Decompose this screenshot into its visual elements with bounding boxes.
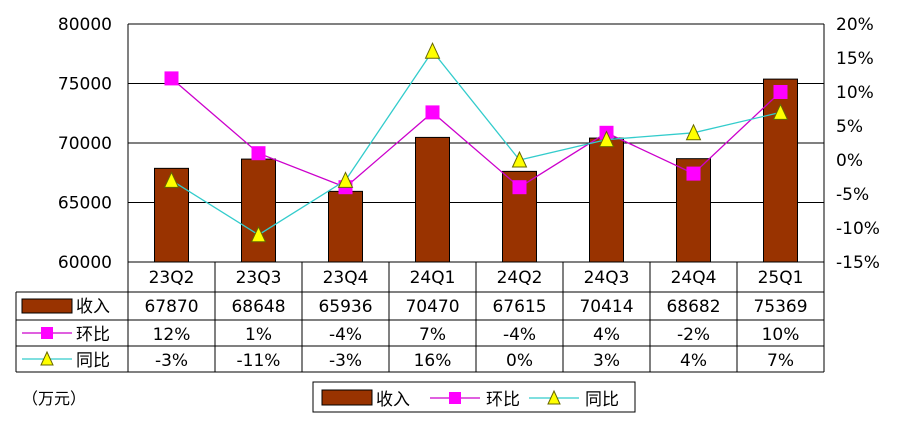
table-cell: -4% — [329, 325, 362, 345]
table-cell: 7% — [419, 325, 446, 345]
left-axis-ticks: 60000 65000 70000 75000 80000 — [58, 15, 112, 273]
category-label: 24Q1 — [410, 268, 456, 288]
category-label: 23Q2 — [149, 268, 195, 288]
ratio-point — [512, 180, 527, 195]
category-label: 24Q4 — [671, 268, 717, 288]
table-cell: 12% — [153, 325, 191, 345]
data-table: 23Q2 23Q3 23Q4 24Q1 24Q2 24Q3 24Q4 25Q1 收入 67870 6… — [15, 261, 825, 373]
legend-marker — [449, 392, 461, 404]
gridlines — [128, 83, 824, 203]
ratio-point — [686, 166, 701, 181]
row-label: 环比 — [76, 325, 110, 345]
yoy-point — [598, 130, 615, 148]
ratio-line — [171, 77, 781, 189]
category-label: 24Q2 — [497, 268, 543, 288]
row-label: 收入 — [76, 297, 110, 317]
table-cell: 3% — [593, 351, 620, 371]
table-cell: 10% — [762, 325, 800, 345]
legend-label: 收入 — [376, 390, 410, 410]
table-cell: 16% — [414, 351, 452, 371]
table-legend-marker — [40, 350, 54, 366]
table-cell: 75369 — [753, 297, 807, 317]
row-label: 同比 — [76, 351, 110, 371]
bar — [415, 136, 450, 263]
table-cell: -3% — [155, 351, 188, 371]
ratio-point — [425, 105, 440, 120]
yoy-point — [337, 171, 354, 188]
right-tick-label: 5% — [836, 117, 863, 137]
right-tick-label: 0% — [836, 151, 863, 171]
bar — [328, 190, 363, 263]
right-axis-ticks: -15% -10% -5% 0% 5% 10% 15% 20% — [836, 15, 880, 273]
bars — [154, 78, 798, 263]
right-tick-label: 15% — [836, 49, 874, 69]
table-legend-marker — [41, 327, 53, 339]
table-cell: 67615 — [492, 297, 546, 317]
category-label: 24Q3 — [584, 268, 630, 288]
left-tick-label: 65000 — [58, 194, 112, 214]
right-tick-label: 10% — [836, 83, 874, 103]
ratio-point — [251, 146, 266, 161]
ratio-point — [164, 71, 179, 86]
legend: 收入 环比 同比 — [312, 381, 636, 413]
table-cell: -3% — [329, 351, 362, 371]
left-tick-label: 80000 — [58, 15, 112, 35]
yoy-point — [250, 225, 267, 243]
table-cell: 67870 — [144, 297, 198, 317]
yoy-point — [424, 42, 441, 59]
plot-frame — [127, 23, 825, 262]
table-cell: 7% — [767, 351, 794, 371]
table-cell: -2% — [677, 325, 710, 345]
legend-label: 环比 — [486, 390, 520, 410]
legend-bar — [321, 389, 373, 406]
table-cell: 68648 — [231, 297, 285, 317]
right-tick-label: -5% — [836, 185, 869, 205]
bar — [241, 158, 276, 263]
table-cell: 65936 — [318, 297, 372, 317]
category-label: 23Q3 — [236, 268, 282, 288]
unit-note: （万元） — [22, 389, 86, 408]
yoy-point — [163, 171, 180, 188]
right-tick-label: -15% — [836, 253, 880, 273]
table-cell: 0% — [506, 351, 533, 371]
table-legend-bar — [21, 298, 73, 314]
table-cell: -11% — [237, 351, 281, 371]
right-tick-label: -10% — [836, 219, 880, 239]
bar — [589, 137, 624, 263]
table-cell: 1% — [245, 325, 272, 345]
yoy-point — [772, 103, 789, 120]
yoy-point — [685, 123, 702, 141]
table-cell: 68682 — [666, 297, 720, 317]
table-cell: 4% — [680, 351, 707, 371]
yoy-line — [171, 50, 781, 236]
legend-marker — [547, 389, 561, 405]
left-tick-label: 60000 — [58, 253, 112, 273]
left-tick-label: 75000 — [58, 75, 112, 95]
lines — [163, 42, 789, 243]
table-cell: 70470 — [405, 297, 459, 317]
table-cell: 70414 — [579, 297, 633, 317]
right-tick-label: 20% — [836, 15, 874, 35]
legend-label: 同比 — [585, 390, 619, 410]
ratio-point — [773, 85, 788, 99]
category-label: 25Q1 — [758, 268, 804, 288]
table-cell: 4% — [593, 325, 620, 345]
category-label: 23Q4 — [323, 268, 369, 288]
table-cell: -4% — [503, 325, 536, 345]
yoy-point — [511, 150, 528, 168]
left-tick-label: 70000 — [58, 134, 112, 154]
